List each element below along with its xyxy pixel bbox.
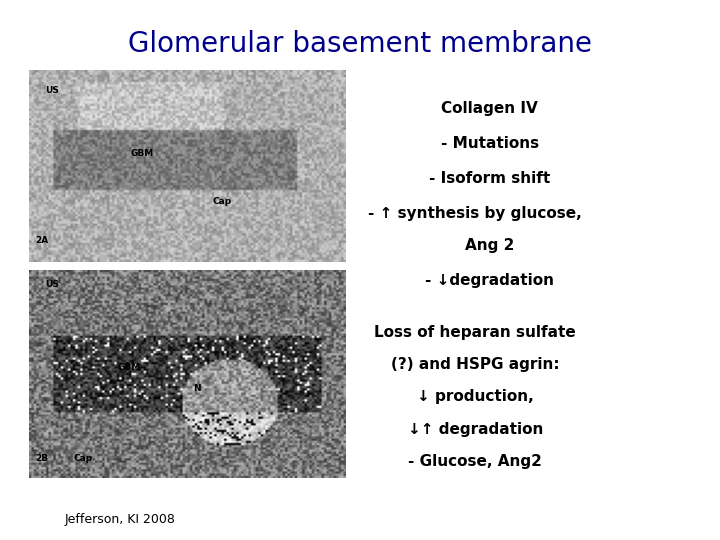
Text: - ↑ synthesis by glucose,: - ↑ synthesis by glucose, [369, 206, 582, 221]
Text: US: US [45, 280, 58, 289]
Text: N: N [194, 383, 201, 393]
Text: GBM: GBM [130, 150, 153, 158]
Text: - Isoform shift: - Isoform shift [429, 171, 550, 186]
Text: ↓↑ degradation: ↓↑ degradation [408, 422, 543, 437]
Text: Jefferson, KI 2008: Jefferson, KI 2008 [65, 514, 176, 526]
Text: 2A: 2A [35, 236, 48, 245]
Text: Cap: Cap [73, 454, 92, 463]
Text: GBM: GBM [117, 363, 140, 372]
Text: US: US [45, 86, 58, 95]
Text: ↓ production,: ↓ production, [417, 389, 534, 404]
Text: Collagen IV: Collagen IV [441, 100, 538, 116]
Text: Ang 2: Ang 2 [465, 238, 514, 253]
Text: - Glucose, Ang2: - Glucose, Ang2 [408, 454, 542, 469]
Text: Cap: Cap [212, 198, 232, 206]
Text: (?) and HSPG agrin:: (?) and HSPG agrin: [391, 357, 559, 372]
Text: - ↓degradation: - ↓degradation [425, 273, 554, 288]
Text: Glomerular basement membrane: Glomerular basement membrane [128, 30, 592, 58]
Text: Loss of heparan sulfate: Loss of heparan sulfate [374, 325, 576, 340]
Text: 2B: 2B [35, 454, 48, 463]
Text: - Mutations: - Mutations [441, 136, 539, 151]
